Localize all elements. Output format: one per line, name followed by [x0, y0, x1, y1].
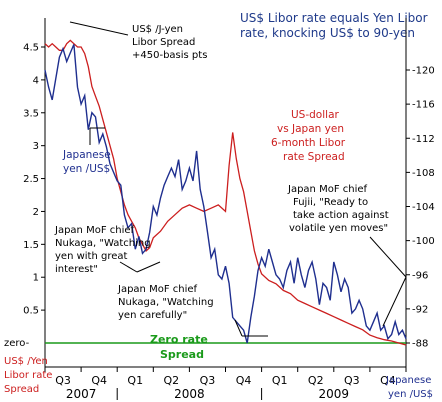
right-tick-label-3: -108: [412, 168, 435, 179]
right-tick-label-7: -92: [412, 304, 428, 315]
left-tick-label-4: 2.5: [23, 174, 39, 185]
annotation-libor-spread-line-2: Libor Spread: [132, 37, 195, 48]
right-tick-label-6: -96: [412, 270, 428, 281]
right-tick-label-2: -112: [412, 134, 435, 145]
x-quarter-label-2: Q1: [127, 374, 143, 387]
series-line-libor-spread: [44, 39, 407, 346]
x-year-label-2009: 2009: [319, 387, 350, 401]
annotation-us-dollar-spread-line-3: 6-month Libor: [271, 137, 346, 149]
zero-rate-spread-label-line-2: Spread: [160, 348, 204, 361]
annotation-us-dollar-spread-line-2: vs Japan yen: [277, 123, 344, 135]
annotation-fujii-line-2: Fujii, "Ready to: [293, 197, 368, 208]
annotation-nukaga-great-line-4: interest": [55, 264, 98, 275]
x-quarter-label-3: Q2: [164, 374, 180, 387]
zero-rate-spread-label-line-1: Zero rate: [150, 333, 208, 346]
x-quarter-label-0: Q3: [55, 374, 71, 387]
right-tick-label-4: -104: [412, 202, 435, 213]
x-quarter-label-7: Q2: [308, 374, 324, 387]
annotation-nukaga-carefully-line-3: yen carefully": [118, 310, 187, 321]
annotation-nukaga-carefully-line-1: Japan MoF chief: [117, 284, 198, 295]
x-quarter-label-6: Q1: [272, 374, 288, 387]
zero-label: zero-: [4, 338, 30, 349]
left-tick-label-8: 0.5: [23, 306, 39, 317]
chart-title-line-2: rate, knocking US$ to 90-yen: [240, 26, 415, 40]
x-quarter-label-4: Q3: [200, 374, 216, 387]
x-axis-quarter-ticks: Q3 Q4 Q1 Q2 Q3 Q4 Q1 Q2 Q3 Q4: [44, 367, 407, 387]
right-tick-label-0: -120: [412, 66, 435, 77]
annotation-pointer-fujii-2: [382, 276, 407, 327]
left-tick-label-2: 3.5: [23, 108, 39, 119]
x-quarter-label-9: Q4: [380, 374, 396, 387]
annotation-libor-spread-line-1: US$ /J-yen: [132, 24, 183, 35]
x-axis-year-labels: 2007 2008 2009: [66, 387, 349, 401]
annotation-pointer-nukaga-carefully: [234, 319, 243, 337]
right-tick-label-8: -88: [412, 339, 428, 350]
left-tick-label-7: 1: [33, 273, 39, 284]
x-year-label-2008: 2008: [174, 387, 205, 401]
left-axis-label-line-3: Spread: [4, 384, 39, 395]
annotation-nukaga-great-line-2: Nukaga, "Watching: [55, 238, 151, 249]
annotation-fujii-line-4: volatile yen moves": [289, 223, 388, 234]
x-quarter-label-1: Q4: [91, 374, 107, 387]
annotation-pointer-libor-spread: [69, 21, 129, 36]
x-year-label-2007: 2007: [66, 387, 97, 401]
annotation-pointer-nukaga-great-2: [136, 261, 161, 273]
annotation-pointer-fujii: [369, 236, 407, 278]
annotation-us-dollar-spread-line-1: US-dollar: [291, 109, 339, 121]
right-tick-label-5: -100: [412, 236, 435, 247]
right-axis-ticks: -120 -116 -112 -108 -104 -100 -96 -92 -88: [406, 66, 435, 350]
annotation-us-dollar-spread-line-4: rate Spread: [283, 151, 345, 163]
annotation-nukaga-great-line-3: yen with great: [55, 251, 128, 262]
left-tick-label-1: 4: [33, 75, 39, 86]
annotation-nukaga-carefully-line-2: Nukaga, "Watching: [118, 297, 214, 308]
x-quarter-label-5: Q4: [236, 374, 252, 387]
x-quarter-label-8: Q3: [344, 374, 360, 387]
annotation-fujii-line-1: Japan MoF chief: [287, 184, 368, 195]
left-axis-ticks: 4.5 4 3.5 3 2.5 2 1.5 1 0.5: [23, 43, 45, 317]
annotation-nukaga-great-line-1: Japan MoF chief: [54, 225, 135, 236]
right-tick-label-1: -116: [412, 100, 435, 111]
annotation-fujii-line-3: take action against: [293, 210, 389, 221]
chart-title-line-1: US$ Libor rate equals Yen Libor: [240, 11, 428, 25]
right-axis-label-line-2: yen /US$: [388, 389, 433, 400]
series-line-yen-usd: [44, 44, 407, 344]
left-tick-label-6: 1.5: [23, 240, 39, 251]
annotation-japanese-yen-line-1: Japanese: [62, 149, 111, 161]
annotation-libor-spread-line-3: +450-basis pts: [132, 50, 207, 61]
left-tick-label-3: 3: [33, 141, 39, 152]
left-tick-label-0: 4.5: [23, 43, 39, 54]
left-tick-label-5: 2: [33, 207, 39, 218]
left-axis-label-line-2: Libor rate: [4, 370, 52, 381]
right-axis-label-line-1: Japanese: [385, 375, 431, 386]
left-axis-label-line-1: US$ /Yen: [4, 356, 48, 367]
annotation-japanese-yen-line-2: yen /US$: [63, 163, 110, 175]
annotation-pointer-nukaga-great: [119, 261, 138, 273]
